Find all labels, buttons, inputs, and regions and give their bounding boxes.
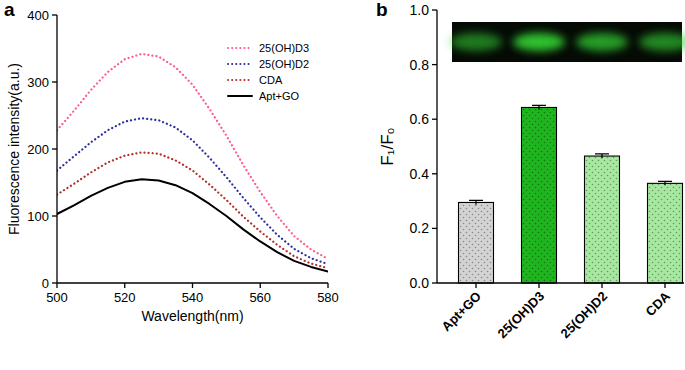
legend-label: CDA bbox=[259, 74, 283, 86]
x-tick bbox=[327, 283, 328, 288]
x-tick-label: Apt+GO bbox=[439, 289, 485, 335]
legend: 25(OH)D3 25(OH)D2 CDA Apt+GO bbox=[228, 42, 309, 102]
x-tick bbox=[56, 283, 57, 288]
y-axis-label: F₁/F₀ bbox=[378, 127, 397, 165]
y-tick-label: 1.0 bbox=[410, 2, 430, 18]
bar bbox=[459, 202, 494, 283]
x-tick bbox=[475, 283, 476, 288]
gel-band bbox=[450, 33, 502, 51]
legend-label: 25(OH)D3 bbox=[259, 42, 309, 54]
y-tick-label: 0 bbox=[42, 276, 49, 291]
x-tick bbox=[601, 283, 602, 288]
x-tick-label: 25(OH)D3 bbox=[495, 289, 548, 342]
y-tick-label: 200 bbox=[27, 142, 49, 157]
x-tick bbox=[124, 283, 125, 288]
y-tick bbox=[432, 9, 437, 10]
error-bar bbox=[532, 105, 546, 109]
y-tick bbox=[432, 173, 437, 174]
line bbox=[57, 152, 328, 268]
x-tick bbox=[664, 283, 665, 288]
y-axis-label: Fluorescence intensity(a.u.) bbox=[6, 63, 22, 235]
y-tick bbox=[432, 228, 437, 229]
bar-texture bbox=[522, 107, 557, 283]
error-bar bbox=[595, 154, 609, 158]
bar-texture bbox=[648, 183, 683, 283]
bar bbox=[522, 107, 557, 283]
x-axis bbox=[437, 282, 684, 283]
y-tick bbox=[52, 215, 57, 216]
line bbox=[57, 54, 328, 259]
x-tick-label: 520 bbox=[114, 290, 136, 305]
error-bar bbox=[658, 181, 672, 185]
y-tick bbox=[432, 119, 437, 120]
error-bar bbox=[469, 200, 483, 204]
x-tick-label: 580 bbox=[317, 290, 339, 305]
bar bbox=[585, 156, 620, 283]
legend-label: 25(OH)D2 bbox=[259, 58, 309, 70]
y-tick bbox=[432, 64, 437, 65]
x-tick-label: 25(OH)D2 bbox=[558, 289, 611, 342]
x-tick-label: CDA bbox=[643, 288, 674, 319]
y-axis bbox=[436, 10, 437, 283]
line bbox=[57, 118, 328, 264]
bar-texture bbox=[459, 202, 494, 283]
y-tick bbox=[52, 14, 57, 15]
inset-image bbox=[450, 22, 685, 62]
x-tick-label: 540 bbox=[182, 290, 204, 305]
x-axis-label: Wavelength(nm) bbox=[141, 308, 243, 324]
x-tick bbox=[538, 283, 539, 288]
x-tick-label: 560 bbox=[249, 290, 271, 305]
y-tick-label: 0.2 bbox=[410, 220, 430, 236]
gel-band bbox=[513, 33, 565, 51]
bar bbox=[648, 183, 683, 283]
panel-label: a bbox=[4, 0, 15, 20]
legend-label: Apt+GO bbox=[259, 90, 299, 102]
legend-swatch bbox=[228, 95, 252, 97]
y-tick-label: 0.6 bbox=[410, 111, 430, 127]
y-tick-label: 0.0 bbox=[410, 275, 430, 291]
y-tick bbox=[52, 148, 57, 149]
y-tick bbox=[52, 81, 57, 82]
y-tick-label: 0.4 bbox=[410, 166, 430, 182]
y-tick-label: 400 bbox=[27, 8, 49, 23]
x-tick bbox=[192, 283, 193, 288]
y-tick bbox=[52, 282, 57, 283]
x-tick-label: 500 bbox=[46, 290, 68, 305]
legend-swatch bbox=[228, 63, 252, 65]
gel-band bbox=[576, 33, 628, 51]
gel-band bbox=[639, 33, 685, 51]
y-tick-label: 0.8 bbox=[410, 57, 430, 73]
figure: a 0 100 200 300 400 500 520 540 560 580 Wavelength(… bbox=[0, 0, 685, 370]
y-tick-label: 100 bbox=[27, 209, 49, 224]
plot-area bbox=[57, 54, 328, 272]
legend-swatch bbox=[228, 47, 252, 49]
x-tick bbox=[260, 283, 261, 288]
y-tick bbox=[432, 282, 437, 283]
bar-texture bbox=[585, 156, 620, 283]
legend-swatch bbox=[228, 79, 252, 81]
y-tick-label: 300 bbox=[27, 75, 49, 90]
panel-label: b bbox=[376, 0, 388, 20]
line bbox=[57, 179, 328, 271]
